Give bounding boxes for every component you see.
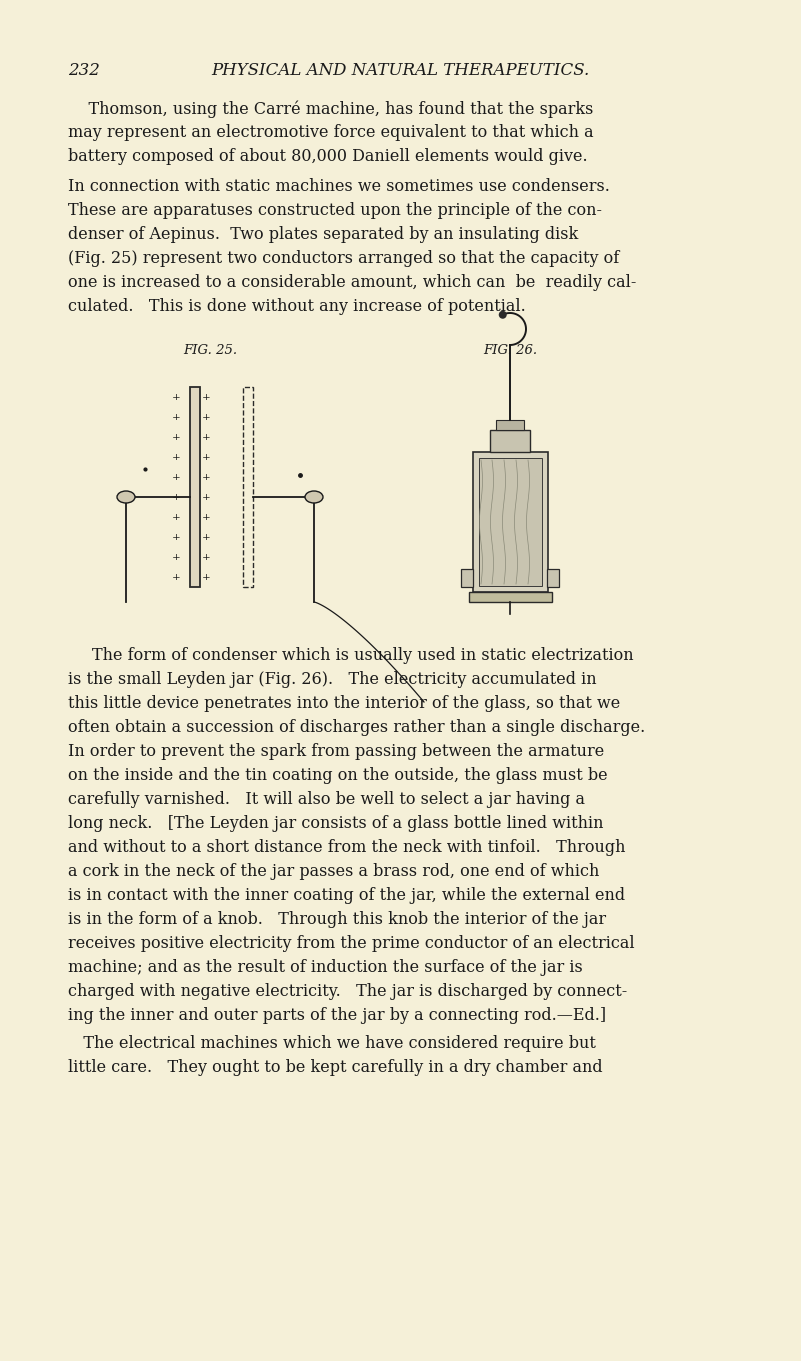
- Bar: [479, 459, 542, 587]
- Text: on the inside and the tin coating on the outside, the glass must be: on the inside and the tin coating on the…: [68, 768, 608, 784]
- Text: +: +: [171, 573, 180, 581]
- Text: +: +: [202, 392, 211, 401]
- Text: Thomson, using the Carré machine, has found that the sparks: Thomson, using the Carré machine, has fo…: [68, 99, 594, 117]
- Text: denser of Aepinus.  Two plates separated by an insulating disk: denser of Aepinus. Two plates separated …: [68, 226, 578, 244]
- Text: often obtain a succession of discharges rather than a single discharge.: often obtain a succession of discharges …: [68, 719, 646, 736]
- Text: may represent an electromotive force equivalent to that which a: may represent an electromotive force equ…: [68, 124, 594, 142]
- Text: receives positive electricity from the prime conductor of an electrical: receives positive electricity from the p…: [68, 935, 634, 951]
- Bar: [243, 387, 253, 587]
- Text: +: +: [202, 433, 211, 441]
- Text: a cork in the neck of the jar passes a brass rod, one end of which: a cork in the neck of the jar passes a b…: [68, 863, 599, 881]
- Text: is the small Leyden jar (Fig. 26).   The electricity accumulated in: is the small Leyden jar (Fig. 26). The e…: [68, 671, 597, 689]
- Text: machine; and as the result of induction the surface of the jar is: machine; and as the result of induction …: [68, 960, 583, 976]
- Text: +: +: [202, 472, 211, 482]
- Text: +: +: [171, 412, 180, 422]
- Text: carefully varnished.   It will also be well to select a jar having a: carefully varnished. It will also be wel…: [68, 791, 585, 808]
- Text: +: +: [202, 513, 211, 521]
- Ellipse shape: [117, 491, 135, 504]
- Text: +: +: [171, 532, 180, 542]
- Text: +: +: [202, 452, 211, 461]
- Text: In connection with static machines we sometimes use condensers.: In connection with static machines we so…: [68, 178, 610, 195]
- Bar: [469, 592, 552, 602]
- Ellipse shape: [499, 310, 507, 318]
- Text: charged with negative electricity.   The jar is discharged by connect-: charged with negative electricity. The j…: [68, 983, 627, 1000]
- Bar: [473, 452, 548, 592]
- Text: The electrical machines which we have considered require but: The electrical machines which we have co…: [68, 1034, 596, 1052]
- Text: +: +: [171, 433, 180, 441]
- Text: +: +: [171, 472, 180, 482]
- Text: These are apparatuses constructed upon the principle of the con-: These are apparatuses constructed upon t…: [68, 201, 602, 219]
- Text: FIG. 25.: FIG. 25.: [183, 344, 237, 357]
- Text: (Fig. 25) represent two conductors arranged so that the capacity of: (Fig. 25) represent two conductors arran…: [68, 250, 619, 267]
- Text: 232: 232: [68, 63, 100, 79]
- Bar: [496, 421, 524, 430]
- Bar: [461, 569, 473, 587]
- Text: FIG. 26.: FIG. 26.: [483, 344, 537, 357]
- Text: battery composed of about 80,000 Daniell elements would give.: battery composed of about 80,000 Daniell…: [68, 148, 588, 165]
- Text: is in the form of a knob.   Through this knob the interior of the jar: is in the form of a knob. Through this k…: [68, 911, 606, 928]
- Text: +: +: [202, 553, 211, 562]
- Text: long neck.   [The Leyden jar consists of a glass bottle lined within: long neck. [The Leyden jar consists of a…: [68, 815, 603, 832]
- Text: +: +: [171, 452, 180, 461]
- Text: +: +: [171, 513, 180, 521]
- Text: The form of condenser which is usually used in static electrization: The form of condenser which is usually u…: [92, 646, 634, 664]
- Text: ing the inner and outer parts of the jar by a connecting rod.—Ed.]: ing the inner and outer parts of the jar…: [68, 1007, 606, 1023]
- Text: +: +: [171, 553, 180, 562]
- Text: In order to prevent the spark from passing between the armature: In order to prevent the spark from passi…: [68, 743, 604, 759]
- Text: and without to a short distance from the neck with tinfoil.   Through: and without to a short distance from the…: [68, 838, 626, 856]
- Text: +: +: [171, 493, 180, 501]
- Text: one is increased to a considerable amount, which can  be  readily cal-: one is increased to a considerable amoun…: [68, 274, 636, 291]
- Text: is in contact with the inner coating of the jar, while the external end: is in contact with the inner coating of …: [68, 887, 625, 904]
- Ellipse shape: [305, 491, 323, 504]
- Text: +: +: [171, 392, 180, 401]
- Text: +: +: [202, 412, 211, 422]
- Text: little care.   They ought to be kept carefully in a dry chamber and: little care. They ought to be kept caref…: [68, 1059, 602, 1077]
- Text: culated.   This is done without any increase of potential.: culated. This is done without any increa…: [68, 298, 525, 314]
- Text: +: +: [202, 573, 211, 581]
- Text: PHYSICAL AND NATURAL THERAPEUTICS.: PHYSICAL AND NATURAL THERAPEUTICS.: [211, 63, 589, 79]
- Bar: [547, 569, 559, 587]
- Text: this little device penetrates into the interior of the glass, so that we: this little device penetrates into the i…: [68, 695, 620, 712]
- Bar: [190, 387, 200, 587]
- Bar: [490, 430, 530, 452]
- Text: +: +: [202, 493, 211, 501]
- Text: +: +: [202, 532, 211, 542]
